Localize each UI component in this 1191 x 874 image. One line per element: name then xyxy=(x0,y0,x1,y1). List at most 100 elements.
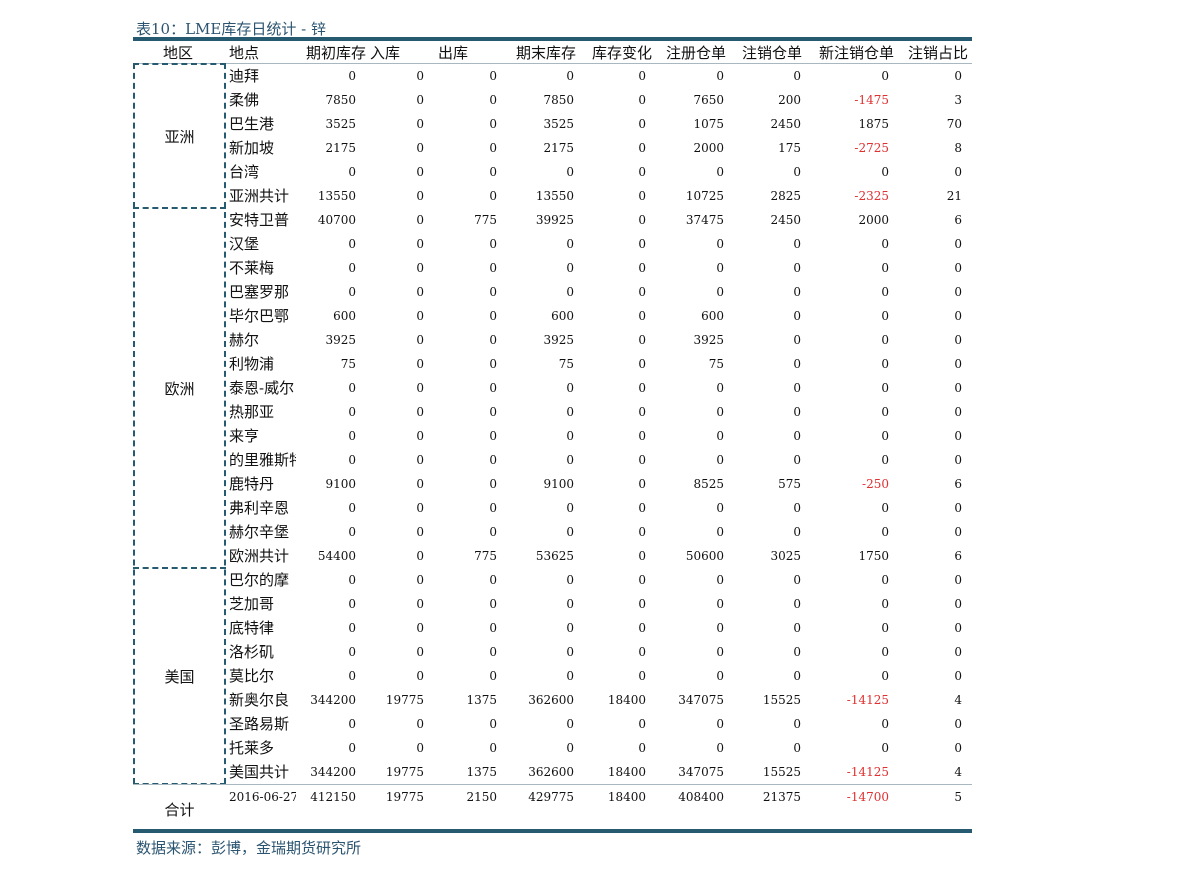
inflow-cell: 0 xyxy=(416,309,424,323)
opening-stock-cell: 344200 xyxy=(310,765,356,779)
live-warrants-cell: 8525 xyxy=(693,477,724,491)
live-warrants-cell: 600 xyxy=(701,309,724,323)
region-separator xyxy=(133,567,226,569)
live-warrants-cell: 347075 xyxy=(678,693,724,707)
header-closing-stock: 期末库存 xyxy=(515,44,576,62)
outflow-cell: 0 xyxy=(489,741,497,755)
table-row: 新奥尔良 344200 19775 1375 362600 18400 347075 1552… xyxy=(0,688,1191,712)
closing-stock-cell: 7850 xyxy=(543,93,574,107)
header-outflow: 出库 xyxy=(438,44,469,62)
stock-change-cell: 0 xyxy=(638,285,646,299)
opening-stock-cell: 0 xyxy=(348,669,356,683)
closing-stock-cell: 3525 xyxy=(543,117,574,131)
new-cancelled-warrants-cell: 0 xyxy=(881,621,889,635)
opening-stock-cell: 0 xyxy=(348,717,356,731)
live-warrants-cell: 0 xyxy=(716,621,724,635)
cancelled-ratio-cell: 0 xyxy=(954,285,962,299)
closing-stock-cell: 0 xyxy=(566,429,574,443)
new-cancelled-warrants-cell: 0 xyxy=(881,573,889,587)
inflow-cell: 0 xyxy=(416,357,424,371)
outflow-cell: 1375 xyxy=(466,693,497,707)
inflow-cell: 0 xyxy=(416,669,424,683)
cancelled-ratio-cell: 0 xyxy=(954,333,962,347)
outflow-cell: 0 xyxy=(489,117,497,131)
location-name: 巴塞罗那 xyxy=(229,283,290,301)
location-name: 欧洲共计 xyxy=(229,547,290,565)
total-stock-change: 18400 xyxy=(607,790,646,804)
inflow-cell: 0 xyxy=(416,237,424,251)
outflow-cell: 0 xyxy=(489,669,497,683)
outflow-cell: 0 xyxy=(489,357,497,371)
outflow-cell: 0 xyxy=(489,237,497,251)
live-warrants-cell: 347075 xyxy=(678,765,724,779)
inflow-cell: 0 xyxy=(416,477,424,491)
inflow-cell: 0 xyxy=(416,285,424,299)
inflow-cell: 0 xyxy=(416,645,424,659)
cancelled-warrants-cell: 15525 xyxy=(762,693,801,707)
new-cancelled-warrants-cell: -14125 xyxy=(846,693,889,707)
new-cancelled-warrants-cell: -2725 xyxy=(854,141,889,155)
table-row: 汉堡 0 0 0 0 0 0 0 0 0 xyxy=(0,232,1191,256)
closing-stock-cell: 2175 xyxy=(543,141,574,155)
table-row: 亚洲共计 13550 0 0 13550 0 10725 2825 -2325 21 xyxy=(0,184,1191,208)
cancelled-ratio-cell: 0 xyxy=(954,309,962,323)
outflow-cell: 0 xyxy=(489,381,497,395)
cancelled-warrants-cell: 0 xyxy=(793,501,801,515)
total-row: 2016-06-27 412150 19775 2150 429775 1840… xyxy=(0,785,1191,809)
cancelled-warrants-cell: 3025 xyxy=(770,549,801,563)
opening-stock-cell: 0 xyxy=(348,381,356,395)
table-row: 莫比尔 0 0 0 0 0 0 0 0 0 xyxy=(0,664,1191,688)
closing-stock-cell: 0 xyxy=(566,597,574,611)
opening-stock-cell: 0 xyxy=(348,261,356,275)
header-live-warrants: 注册仓单 xyxy=(665,44,726,62)
cancelled-warrants-cell: 2450 xyxy=(770,213,801,227)
location-name: 来亨 xyxy=(229,427,260,445)
table-row: 的里雅斯特 0 0 0 0 0 0 0 0 0 xyxy=(0,448,1191,472)
total-inflow: 19775 xyxy=(385,790,424,804)
stock-change-cell: 18400 xyxy=(607,693,646,707)
location-name: 亚洲共计 xyxy=(229,187,290,205)
outflow-cell: 0 xyxy=(489,645,497,659)
outflow-cell: 0 xyxy=(489,453,497,467)
cancelled-ratio-cell: 0 xyxy=(954,357,962,371)
inflow-cell: 0 xyxy=(416,405,424,419)
header-region: 地区 xyxy=(163,44,194,62)
closing-stock-cell: 13550 xyxy=(535,189,574,203)
cancelled-warrants-cell: 0 xyxy=(793,717,801,731)
opening-stock-cell: 3925 xyxy=(325,333,356,347)
new-cancelled-warrants-cell: 0 xyxy=(881,381,889,395)
inflow-cell: 0 xyxy=(416,741,424,755)
location-name: 鹿特丹 xyxy=(229,475,275,493)
live-warrants-cell: 0 xyxy=(716,741,724,755)
cancelled-warrants-cell: 0 xyxy=(793,309,801,323)
outflow-cell: 0 xyxy=(489,69,497,83)
live-warrants-cell: 37475 xyxy=(685,213,724,227)
outflow-cell: 775 xyxy=(474,549,497,563)
location-name: 巴生港 xyxy=(229,115,275,133)
outflow-cell: 0 xyxy=(489,261,497,275)
live-warrants-cell: 2000 xyxy=(693,141,724,155)
closing-stock-cell: 3925 xyxy=(543,333,574,347)
new-cancelled-warrants-cell: 0 xyxy=(881,285,889,299)
live-warrants-cell: 0 xyxy=(716,597,724,611)
inflow-cell: 0 xyxy=(416,453,424,467)
live-warrants-cell: 50600 xyxy=(685,549,724,563)
total-cancelled-ratio: 5 xyxy=(954,790,962,804)
stock-change-cell: 0 xyxy=(638,549,646,563)
table-row: 鹿特丹 9100 0 0 9100 0 8525 575 -250 6 xyxy=(0,472,1191,496)
stock-change-cell: 0 xyxy=(638,357,646,371)
table-row: 巴尔的摩 0 0 0 0 0 0 0 0 0 xyxy=(0,568,1191,592)
table-row: 欧洲共计 54400 0 775 53625 0 50600 3025 1750 6 xyxy=(0,544,1191,568)
new-cancelled-warrants-cell: 1875 xyxy=(858,117,889,131)
table-row: 赫尔辛堡 0 0 0 0 0 0 0 0 0 xyxy=(0,520,1191,544)
cancelled-ratio-cell: 0 xyxy=(954,69,962,83)
location-name: 新加坡 xyxy=(229,139,275,157)
new-cancelled-warrants-cell: 0 xyxy=(881,429,889,443)
table-row: 利物浦 75 0 0 75 0 75 0 0 0 xyxy=(0,352,1191,376)
region-label-usa: 美国 xyxy=(164,668,195,686)
location-name: 泰恩-威尔 xyxy=(229,379,295,397)
live-warrants-cell: 0 xyxy=(716,285,724,299)
header-stock-change: 库存变化 xyxy=(591,44,652,62)
outflow-cell: 0 xyxy=(489,333,497,347)
closing-stock-cell: 0 xyxy=(566,381,574,395)
